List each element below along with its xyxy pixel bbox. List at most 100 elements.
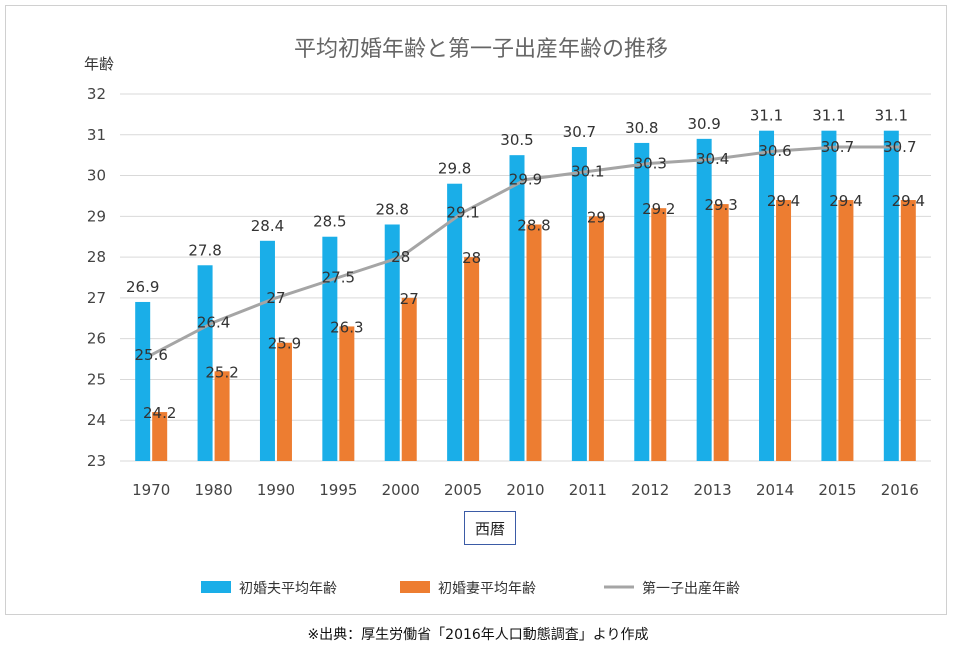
bar-wife [526, 224, 542, 461]
line-path [150, 145, 900, 357]
bar-wife [152, 412, 168, 461]
data-label-husband: 29.8 [438, 160, 471, 178]
x-tick-label: 2005 [444, 481, 482, 499]
legend: 初婚夫平均年齢 初婚妻平均年齢 第一子出産年齢 [201, 580, 740, 597]
y-tick-label: 30 [87, 167, 106, 185]
y-tick-labels: 23 24 25 26 27 28 29 30 31 32 [87, 85, 106, 470]
data-label-wife: 29.4 [892, 192, 925, 210]
bar-husband [259, 240, 275, 461]
data-label-wife: 28.8 [517, 216, 550, 234]
bars [135, 130, 916, 461]
y-tick-label: 28 [87, 248, 106, 266]
data-label-husband: 30.7 [563, 123, 596, 141]
data-label-line: 30.6 [758, 142, 791, 160]
x-tick-label: 1995 [319, 481, 357, 499]
data-label-line: 30.4 [696, 150, 729, 168]
data-label-wife: 28 [462, 249, 481, 267]
data-label-wife: 29.2 [642, 200, 675, 218]
data-label-husband: 30.8 [625, 119, 658, 137]
data-label-line: 29.9 [509, 171, 542, 189]
data-label-husband: 31.1 [875, 107, 908, 125]
data-label-husband: 30.5 [500, 131, 533, 149]
data-label-wife: 29.3 [704, 196, 737, 214]
x-axis-label: 西暦 [464, 511, 516, 545]
legend-swatch [201, 581, 231, 593]
data-label-husband: 28.5 [313, 213, 346, 231]
y-tick-label: 24 [87, 411, 106, 429]
y-tick-label: 23 [87, 452, 106, 470]
bar-wife [776, 200, 792, 461]
bar-wife [464, 257, 480, 461]
data-label-wife: 25.9 [268, 335, 301, 353]
bar-husband [197, 265, 213, 461]
legend-label: 第一子出産年齢 [642, 580, 740, 597]
gridlines [120, 93, 931, 462]
bar-husband [447, 183, 463, 461]
bar-husband [634, 142, 650, 461]
y-tick-label: 31 [87, 126, 106, 144]
data-label-husband: 28.8 [376, 200, 409, 218]
legend-label: 初婚妻平均年齢 [438, 580, 536, 597]
x-tick-label: 1980 [194, 481, 232, 499]
data-label-husband: 31.1 [812, 107, 845, 125]
data-labels: 26.9 24.2 25.6 27.8 25.2 26.4 28.4 25.9 27 28.5 26… [126, 107, 925, 422]
x-tick-label: 2012 [631, 481, 669, 499]
bar-wife [651, 208, 667, 461]
data-label-husband: 27.8 [188, 241, 221, 259]
bar-husband [883, 130, 899, 461]
chart-frame: 平均初婚年齢と第一子出産年齢の推移 年齢 23 24 25 26 27 28 29 30 31 3… [5, 5, 947, 615]
data-label-wife: 26.3 [330, 318, 363, 336]
data-label-line: 27 [266, 289, 285, 307]
data-label-line: 30.7 [821, 138, 854, 156]
x-tick-label: 2016 [881, 481, 919, 499]
data-label-line: 29.1 [446, 203, 479, 221]
bar-husband [384, 224, 400, 461]
x-tick-label: 2015 [818, 481, 856, 499]
x-tick-label: 2010 [506, 481, 544, 499]
data-label-line: 30.1 [571, 162, 604, 180]
data-label-wife: 27 [400, 290, 419, 308]
chart-title: 平均初婚年齢と第一子出産年齢の推移 [294, 37, 668, 62]
source-note: ※出典：厚生労働省「2016年人口動態調査」より作成 [307, 627, 649, 643]
bar-husband [821, 130, 837, 461]
bar-wife [838, 200, 854, 461]
data-label-line: 30.7 [883, 138, 916, 156]
legend-label: 初婚夫平均年齢 [239, 580, 337, 597]
data-label-wife: 25.2 [205, 363, 238, 381]
y-tick-label: 25 [87, 370, 106, 388]
bar-wife [214, 371, 230, 461]
bar-husband [696, 138, 712, 461]
x-tick-label: 2013 [694, 481, 732, 499]
bar-husband [571, 147, 587, 461]
bar-wife [401, 297, 417, 461]
data-label-line: 26.4 [197, 313, 230, 331]
x-tick-label: 1990 [257, 481, 295, 499]
bar-wife [339, 326, 355, 461]
data-label-line: 30.3 [634, 154, 667, 172]
bar-husband [509, 155, 525, 461]
x-tick-label: 2011 [569, 481, 607, 499]
data-label-husband: 28.4 [251, 217, 284, 235]
y-tick-label: 26 [87, 330, 106, 348]
y-tick-label: 29 [87, 207, 106, 225]
data-label-wife: 29.4 [767, 192, 800, 210]
data-label-line: 25.6 [134, 346, 167, 364]
x-tick-label: 2000 [382, 481, 420, 499]
x-tick-labels: 1970 1980 1990 1995 2000 2005 2010 2011 2012 2013… [132, 481, 919, 499]
data-label-husband: 31.1 [750, 107, 783, 125]
y-axis-label: 年齢 [84, 55, 114, 73]
bar-husband [322, 236, 338, 461]
line-series [150, 145, 900, 357]
bar-husband [759, 130, 775, 461]
x-tick-label: 2014 [756, 481, 794, 499]
data-label-husband: 30.9 [687, 115, 720, 133]
bar-wife [713, 204, 729, 461]
bar-wife [588, 216, 604, 461]
y-tick-label: 27 [87, 289, 106, 307]
y-tick-label: 32 [87, 85, 106, 103]
data-label-wife: 29 [587, 208, 606, 226]
bar-husband [135, 301, 151, 461]
data-label-line: 28 [391, 248, 410, 266]
data-label-husband: 26.9 [126, 278, 159, 296]
bar-wife [900, 200, 916, 461]
